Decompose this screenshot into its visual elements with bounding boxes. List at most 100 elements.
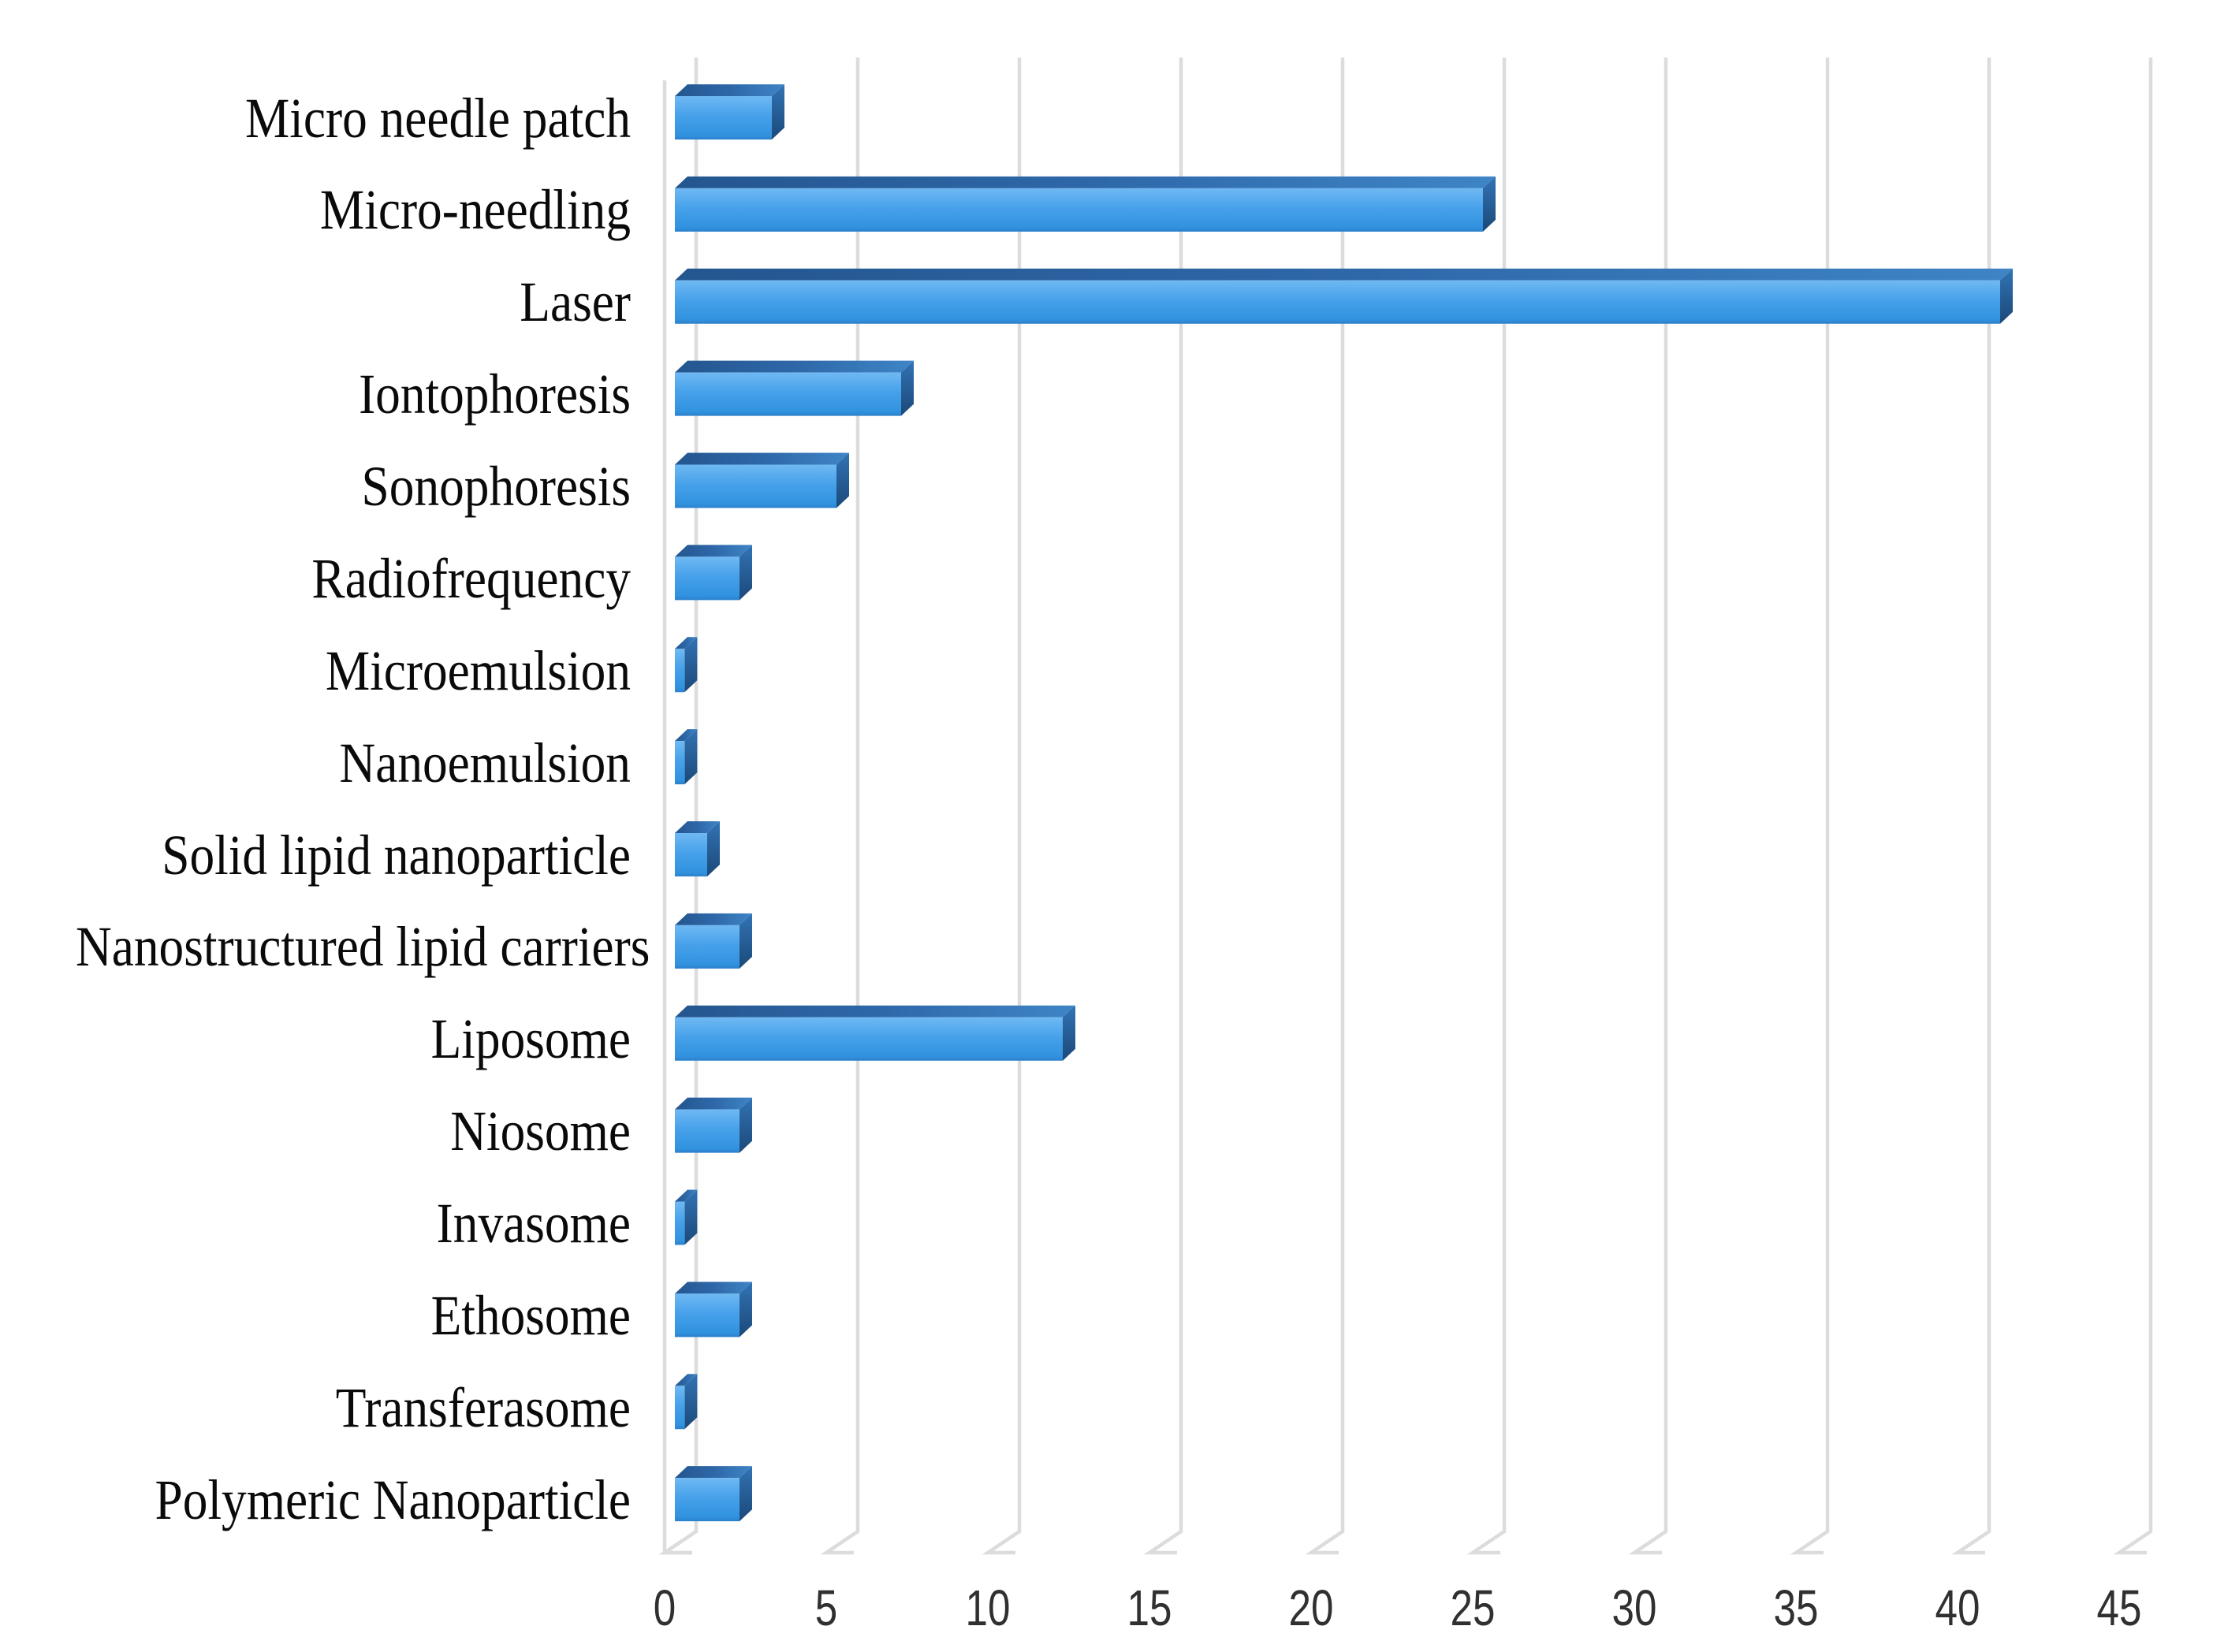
bar-top-face: [675, 729, 698, 742]
bar-front-face: [675, 1293, 740, 1338]
bar-niosome: [675, 1097, 752, 1153]
gridline-15: [1143, 58, 1183, 1555]
bar-transferasome: [675, 1374, 698, 1430]
bar-front-face: [675, 741, 685, 785]
bar-top-face: [675, 637, 698, 649]
x-tick-label-5: 5: [814, 1579, 838, 1636]
x-tick-label-30: 30: [1611, 1579, 1657, 1636]
bar-top-face: [675, 1466, 752, 1479]
gridline-10: [982, 58, 1022, 1555]
bar-front-face: [675, 925, 740, 969]
bar-microemulsion: [675, 637, 698, 693]
bar-front-face: [675, 833, 707, 876]
bar-top-face: [675, 1374, 698, 1386]
bar-side-face: [684, 637, 698, 693]
bars: [675, 84, 2013, 1522]
bar-side-face: [740, 1282, 752, 1338]
bar-side-face: [684, 1189, 698, 1245]
bar-front-face: [675, 188, 1483, 232]
x-tick-label-40: 40: [1935, 1579, 1980, 1636]
gridline-30: [1628, 58, 1668, 1555]
category-label-ethosome: Ethosome: [430, 1283, 631, 1347]
category-label-liposome: Liposome: [430, 1007, 631, 1071]
bar-solid-lipid-nanoparticle: [675, 821, 720, 876]
bar-top-face: [675, 1189, 698, 1202]
bar-side-face: [772, 84, 784, 140]
bar-top-face: [675, 913, 752, 925]
bar-side-face: [1063, 1005, 1075, 1061]
gridline-40: [1951, 58, 1991, 1555]
bar-side-face: [836, 452, 849, 508]
bar-nanoemulsion: [675, 729, 698, 785]
gridlines: [658, 58, 2153, 1555]
bar-liposome: [675, 1005, 1075, 1061]
bar-laser: [675, 268, 2013, 324]
bar-sonophoresis: [675, 452, 849, 508]
bar-front-face: [675, 280, 2000, 324]
x-tick-label-20: 20: [1288, 1579, 1334, 1636]
bar-top-face: [675, 545, 752, 557]
bar-top-face: [675, 268, 2013, 281]
bar-top-face: [675, 452, 849, 465]
category-label-solid-lipid-nanoparticle: Solid lipid nanoparticle: [162, 823, 631, 887]
bar-top-face: [675, 821, 720, 833]
bar-side-face: [684, 729, 698, 785]
category-label-transferasome: Transferasome: [335, 1375, 631, 1439]
bar-side-face: [2000, 268, 2013, 324]
bar-iontophoresis: [675, 360, 914, 416]
bar-top-face: [675, 84, 784, 96]
bar-radiofrequency: [675, 545, 752, 601]
bar-side-face: [684, 1374, 698, 1430]
category-label-radiofrequency: Radiofrequency: [311, 546, 631, 610]
bar-top-face: [675, 176, 1496, 188]
bar-front-face: [675, 1201, 685, 1245]
category-label-niosome: Niosome: [450, 1099, 631, 1163]
x-tick-label-0: 0: [653, 1579, 676, 1636]
gridline-5: [820, 58, 860, 1555]
gridline-25: [1466, 58, 1507, 1555]
category-label-microemulsion: Microemulsion: [325, 638, 631, 702]
gridline-45: [2113, 58, 2153, 1555]
x-tick-label-15: 15: [1127, 1579, 1172, 1636]
category-label-iontophoresis: Iontophoresis: [359, 363, 631, 426]
bar-front-face: [675, 372, 901, 416]
bar-front-face: [675, 649, 685, 693]
bar-micro-needle-patch: [675, 84, 784, 140]
category-label-nanostructured-lipid-carriers: Nanostructured lipid carriers: [76, 915, 650, 979]
category-label-micro-needling: Micro-needling: [319, 178, 631, 242]
bar-side-face: [707, 821, 720, 876]
bar-front-face: [675, 1017, 1063, 1061]
bar-front-face: [675, 1386, 685, 1430]
bar-side-face: [901, 360, 914, 416]
bar-invasome: [675, 1189, 698, 1245]
bar-top-face: [675, 360, 914, 373]
gridline-20: [1305, 58, 1345, 1555]
gridline-35: [1790, 58, 1830, 1555]
x-tick-label-35: 35: [1773, 1579, 1819, 1636]
bar-side-face: [740, 1466, 752, 1522]
bar-front-face: [675, 464, 836, 508]
bar-top-face: [675, 1282, 752, 1294]
bar-top-face: [675, 1097, 752, 1110]
bar-side-face: [740, 913, 752, 969]
bar-side-face: [1483, 176, 1496, 232]
bar-micro-needling: [675, 176, 1496, 232]
category-label-nanoemulsion: Nanoemulsion: [339, 731, 631, 794]
bar-top-face: [675, 1005, 1075, 1018]
x-tick-label-45: 45: [2096, 1579, 2142, 1636]
bar-polymeric-nanoparticle: [675, 1466, 752, 1522]
bar-side-face: [740, 1097, 752, 1153]
bar-front-face: [675, 556, 740, 601]
category-label-micro-needle-patch: Micro needle patch: [244, 86, 631, 150]
bar-front-face: [675, 96, 772, 140]
category-label-polymeric-nanoparticle: Polymeric Nanoparticle: [155, 1468, 631, 1531]
bar-front-face: [675, 1478, 740, 1522]
gridline-0: [658, 58, 699, 1555]
category-label-sonophoresis: Sonophoresis: [361, 455, 631, 518]
bar-side-face: [740, 545, 752, 601]
x-tick-label-10: 10: [965, 1579, 1011, 1636]
bar-ethosome: [675, 1282, 752, 1338]
bar-nanostructured-lipid-carriers: [675, 913, 752, 969]
